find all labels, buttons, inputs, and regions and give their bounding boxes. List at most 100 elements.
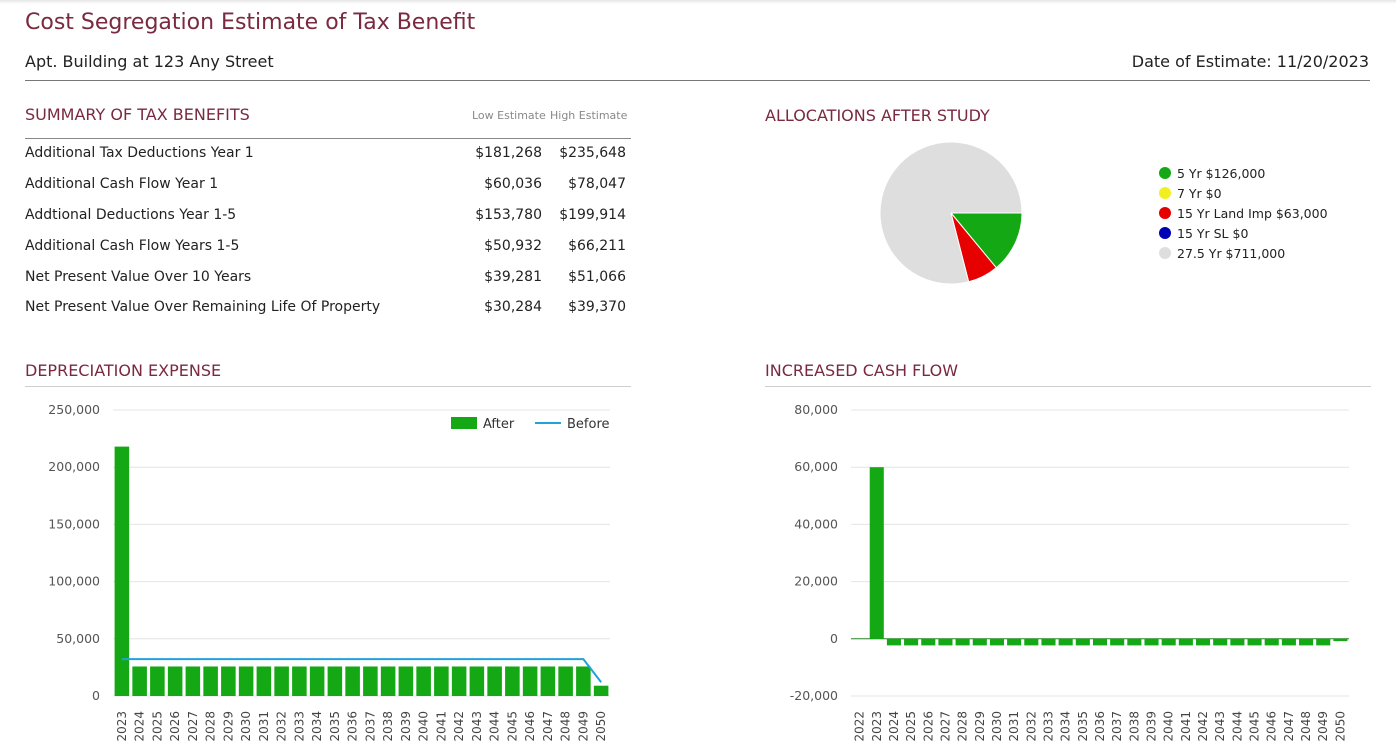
bar-2029 [972, 638, 987, 646]
legend-item-7yr: 7 Yr $0 [1159, 183, 1328, 203]
bar-2031 [256, 666, 272, 696]
summary-row-high: $78,047 [568, 176, 626, 192]
y-tick-label: 60,000 [794, 459, 838, 474]
y-tick-label: 0 [92, 688, 100, 703]
legend-label: 5 Yr $126,000 [1177, 165, 1266, 181]
allocation-pie-chart [879, 141, 1023, 285]
bar-2028 [955, 638, 970, 646]
legend-item-27yr: 27.5 Yr $711,000 [1159, 243, 1328, 263]
x-tick-label: 2041 [434, 711, 448, 742]
bar-2035 [327, 666, 343, 696]
summary-row-high: $66,211 [568, 238, 626, 254]
bar-2033 [292, 666, 307, 696]
estimate-date-label: Date of Estimate: [1131, 52, 1272, 71]
x-tick-label: 2025 [150, 711, 164, 742]
bar-2046 [522, 666, 538, 696]
summary-row: Additional Tax Deductions Year 1 $181,26… [25, 145, 631, 167]
bar-2029 [221, 666, 236, 696]
x-tick-label: 2030 [239, 711, 253, 742]
bar-2023 [114, 446, 130, 696]
x-tick-label: 2039 [399, 711, 413, 742]
bar-2032 [1024, 638, 1039, 646]
report-title: Cost Segregation Estimate of Tax Benefit [25, 10, 476, 35]
legend-label: 15 Yr SL $0 [1177, 225, 1249, 241]
x-tick-label: 2033 [1041, 711, 1055, 742]
bar-2045 [1247, 638, 1262, 646]
x-tick-label: 2026 [168, 711, 182, 742]
x-tick-label: 2039 [1145, 711, 1159, 742]
legend-dot [1159, 247, 1171, 259]
allocations-title: ALLOCATIONS AFTER STUDY [765, 106, 990, 125]
y-tick-label: 50,000 [56, 631, 100, 646]
x-tick-label: 2047 [541, 711, 555, 742]
x-tick-label: 2026 [921, 711, 935, 742]
x-tick-label: 2048 [559, 711, 573, 742]
bar-2045 [505, 666, 520, 696]
x-tick-label: 2050 [1333, 711, 1347, 742]
chart-legend: After Before [451, 417, 610, 432]
summary-row-low: $30,284 [484, 299, 542, 315]
bar-2047 [540, 666, 556, 696]
x-tick-label: 2025 [904, 711, 918, 742]
x-tick-label: 2045 [1248, 711, 1262, 742]
x-tick-label: 2029 [973, 711, 987, 742]
estimate-date: Date of Estimate: 11/20/2023 [1132, 52, 1369, 71]
x-tick-label: 2037 [1110, 711, 1124, 742]
summary-row-label: Net Present Value Over 10 Years [25, 269, 252, 285]
x-tick-label: 2033 [292, 711, 306, 742]
summary-row: Additional Cash Flow Year 1 $60,036 $78,… [25, 176, 631, 198]
bar-2035 [1075, 638, 1090, 646]
x-tick-label: 2048 [1299, 711, 1313, 742]
x-tick-label: 2038 [381, 711, 395, 742]
x-tick-label: 2024 [133, 711, 147, 742]
x-tick-label: 2036 [1093, 711, 1107, 742]
bar-2030 [238, 666, 254, 696]
bar-2048 [558, 666, 573, 696]
legend-label: 7 Yr $0 [1177, 185, 1222, 201]
legend-dot [1159, 187, 1171, 199]
depreciation-title: DEPRECIATION EXPENSE [25, 361, 222, 380]
x-tick-label: 2044 [1230, 711, 1244, 742]
x-tick-label: 2022 [853, 711, 867, 742]
x-tick-label: 2047 [1282, 711, 1296, 742]
y-tick-label: 20,000 [794, 574, 838, 589]
summary-row-label: Additional Cash Flow Year 1 [25, 176, 219, 192]
bar-2048 [1299, 638, 1314, 646]
summary-row-low: $153,780 [475, 207, 542, 223]
bar-2033 [1041, 638, 1056, 646]
summary-row-high: $51,066 [568, 269, 626, 285]
x-tick-label: 2049 [1316, 711, 1330, 742]
summary-row-low: $50,932 [484, 238, 542, 254]
bar-2032 [274, 666, 289, 696]
property-name: Apt. Building at 123 Any Street [25, 52, 274, 71]
x-tick-label: 2040 [1162, 711, 1176, 742]
y-tick-label: 200,000 [48, 459, 100, 474]
summary-divider [25, 138, 631, 139]
summary-row-high: $199,914 [559, 207, 626, 223]
bar-2041 [1178, 638, 1193, 646]
bar-2050 [593, 685, 609, 696]
y-tick-label: 0 [830, 631, 838, 646]
x-tick-label: 2046 [523, 711, 537, 742]
x-tick-label: 2037 [363, 711, 377, 742]
summary-row-low: $39,281 [484, 269, 542, 285]
x-tick-label: 2035 [1076, 711, 1090, 742]
bar-2039 [1144, 638, 1159, 646]
header-divider [25, 80, 1370, 81]
x-tick-label: 2027 [186, 711, 200, 742]
bar-2027 [938, 638, 953, 646]
x-tick-label: 2031 [257, 711, 271, 742]
legend-label-after: After [483, 417, 515, 432]
summary-row: Net Present Value Over 10 Years $39,281 … [25, 269, 631, 291]
bar-2026 [167, 666, 183, 696]
bar-2037 [1110, 638, 1125, 646]
x-tick-label: 2036 [346, 711, 360, 742]
legend-label: 15 Yr Land Imp $63,000 [1177, 205, 1328, 221]
bar-2024 [132, 666, 147, 696]
bar-2031 [1007, 638, 1022, 646]
bar-2039 [398, 666, 414, 696]
bar-2023 [869, 467, 884, 639]
x-tick-label: 2028 [204, 711, 218, 742]
y-tick-label: 100,000 [48, 574, 100, 589]
summary-row: Net Present Value Over Remaining Life Of… [25, 299, 631, 321]
